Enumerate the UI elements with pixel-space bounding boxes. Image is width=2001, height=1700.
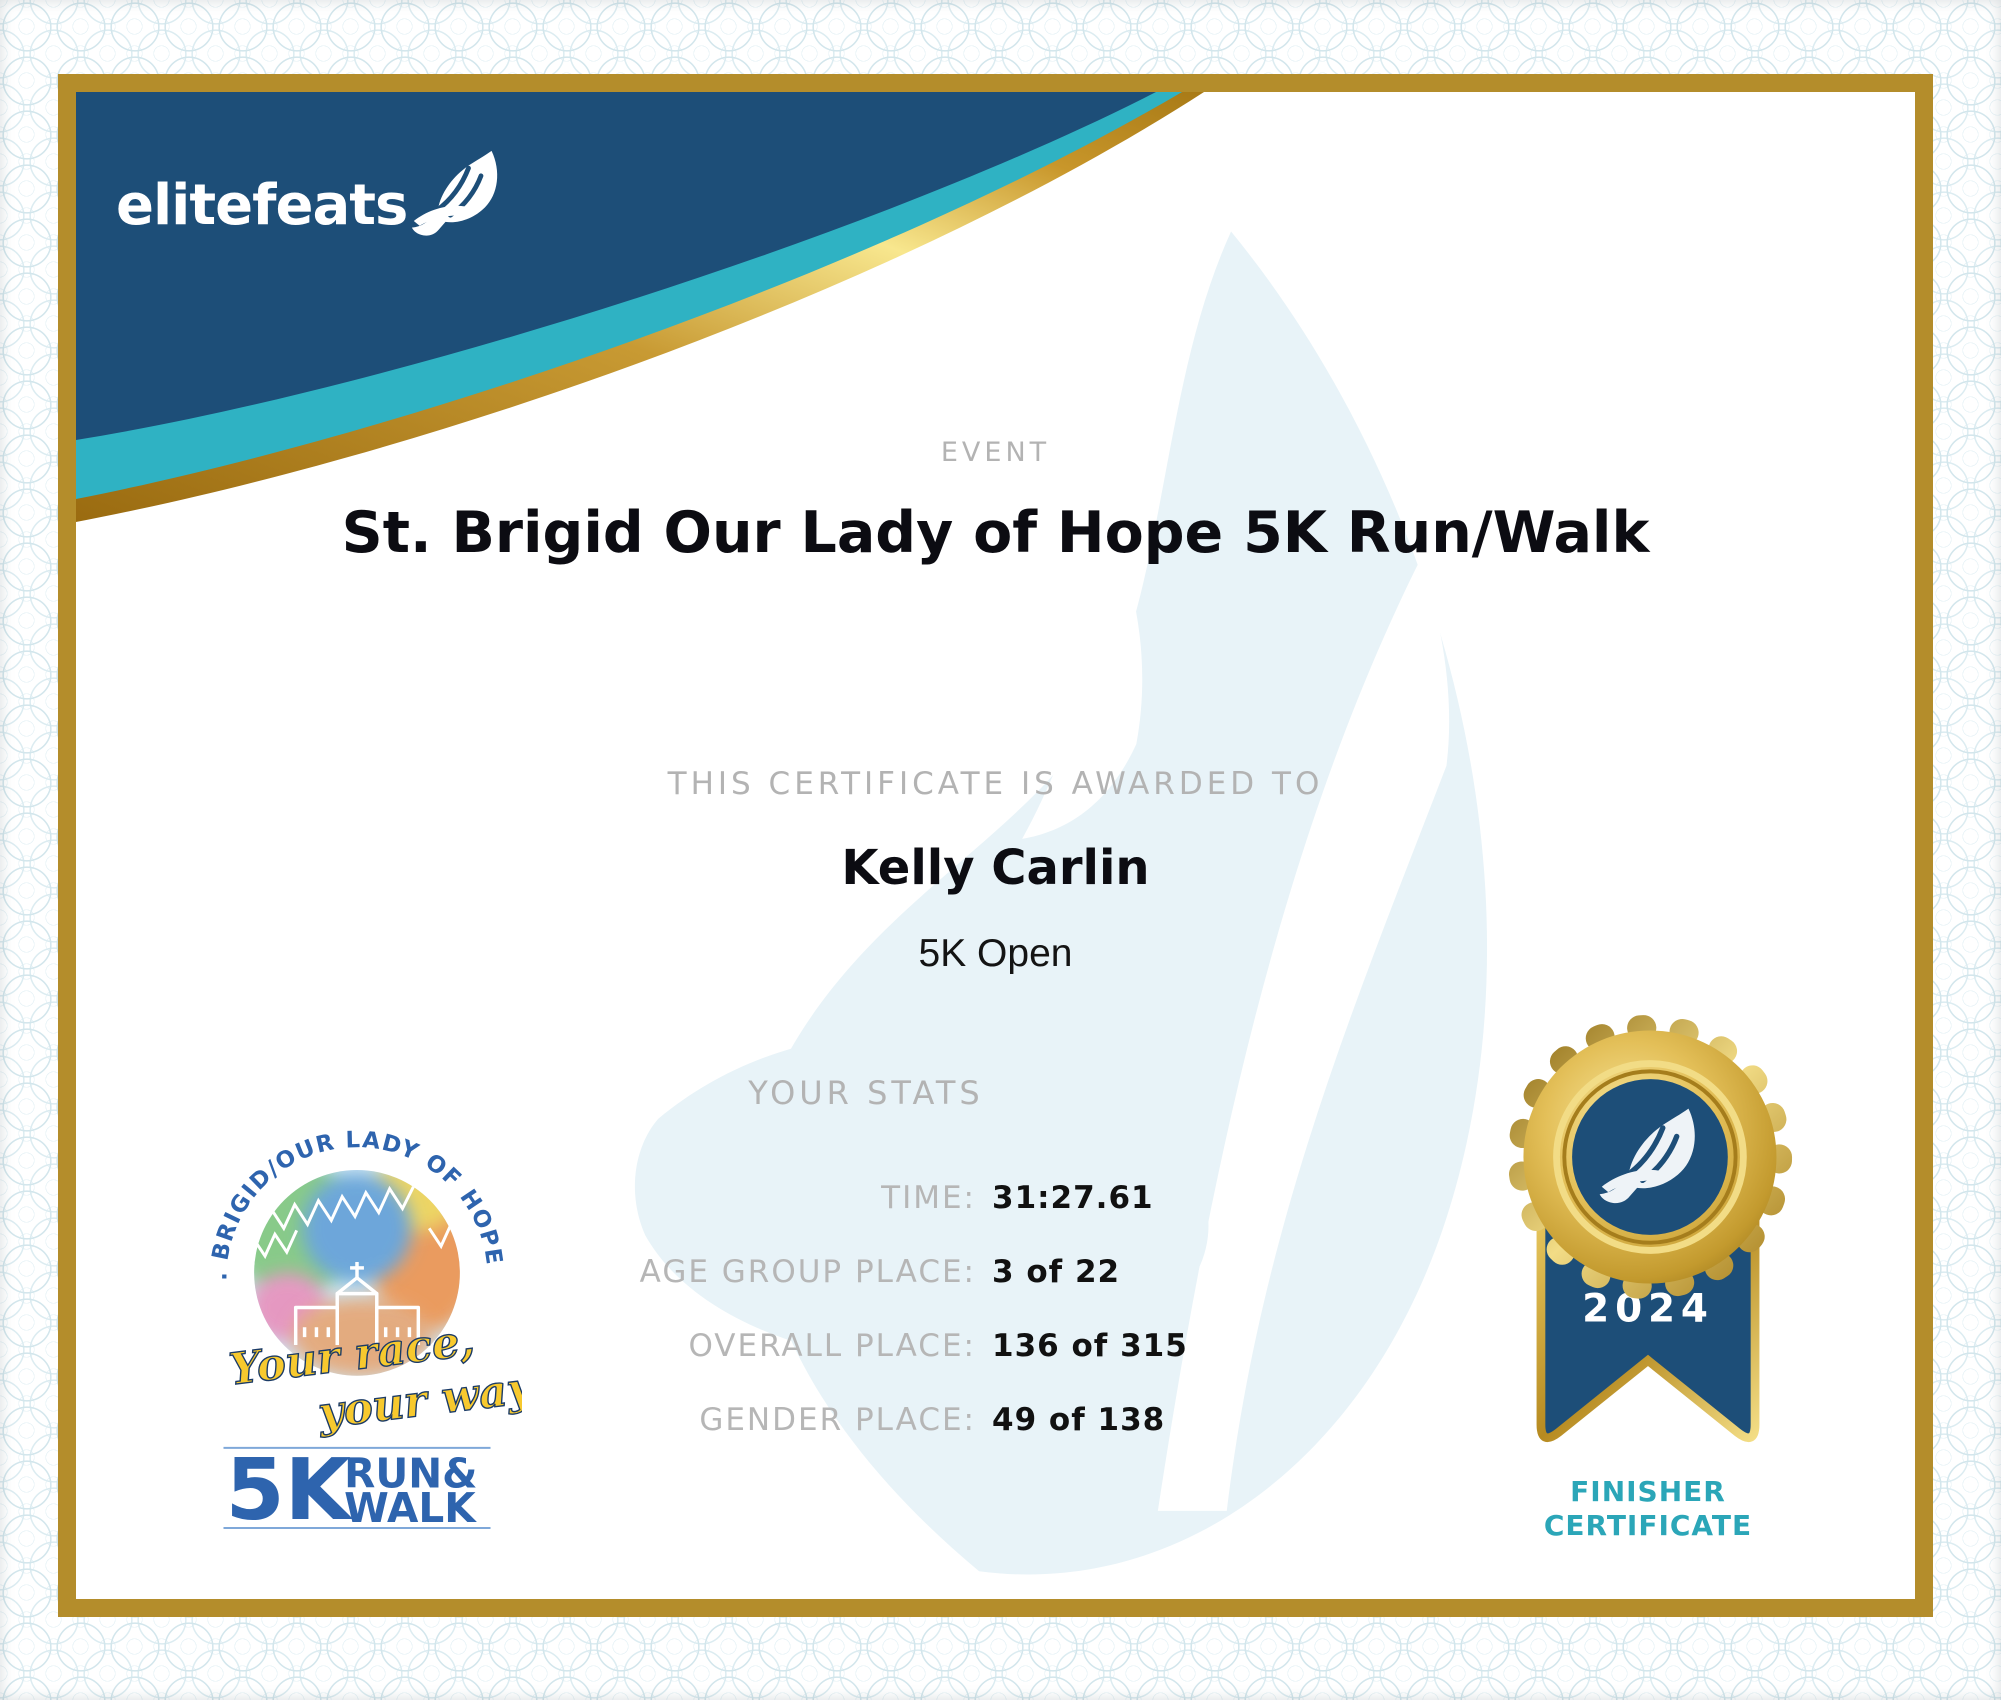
stats-heading: YOUR STATS (748, 1074, 984, 1112)
gold-frame: elitefeats EVENT St. Brigid Our Lady of … (58, 74, 1933, 1617)
brand-logo: elitefeats (116, 140, 586, 270)
race-distance: 5K (225, 1441, 353, 1530)
brand-name: elitefeats (116, 172, 408, 238)
stat-label-gender-place: GENDER PLACE: (699, 1402, 976, 1438)
stat-label-time: TIME: (881, 1180, 976, 1216)
race-run: RUN& (344, 1449, 477, 1497)
stat-label-overall-place: OVERALL PLACE: (688, 1328, 976, 1364)
stat-value-overall-place: 136 of 315 (992, 1328, 1188, 1364)
stat-value-gender-place: 49 of 138 (992, 1402, 1166, 1438)
event-label: EVENT (940, 437, 1051, 468)
winged-foot-icon (409, 148, 505, 244)
finisher-medal: 2024 (1507, 1014, 1793, 1443)
medal-caption-line1: FINISHER (1570, 1475, 1726, 1508)
race-logo: ST. BRIGID/OUR LADY OF HOPE 5K (192, 1080, 522, 1530)
recipient-name: Kelly Carlin (841, 840, 1150, 896)
stat-label-age-group-place: AGE GROUP PLACE: (639, 1254, 976, 1290)
bunting-flags (251, 1185, 475, 1260)
medal-caption: FINISHER CERTIFICATE (1502, 1475, 1794, 1543)
event-title: St. Brigid Our Lady of Hope 5K Run/Walk (341, 500, 1650, 566)
awarded-label: THIS CERTIFICATE IS AWARDED TO (667, 766, 1324, 802)
stats-table: TIME: 31:27.61 AGE GROUP PLACE: 3 of 22 … (366, 1161, 1512, 1457)
race-walk: WALK (344, 1484, 477, 1530)
medal-caption-line2: CERTIFICATE (1543, 1509, 1753, 1542)
header-swoosh (76, 92, 1204, 522)
division-name: 5K Open (918, 932, 1073, 975)
medal-rosette (1507, 1014, 1793, 1300)
race-tagline: Your race, your way! (226, 1314, 522, 1440)
church-outline (293, 1261, 421, 1346)
stat-value-time: 31:27.61 (992, 1180, 1154, 1216)
race-globe (251, 1170, 475, 1376)
stat-value-age-group-place: 3 of 22 (992, 1254, 1121, 1290)
